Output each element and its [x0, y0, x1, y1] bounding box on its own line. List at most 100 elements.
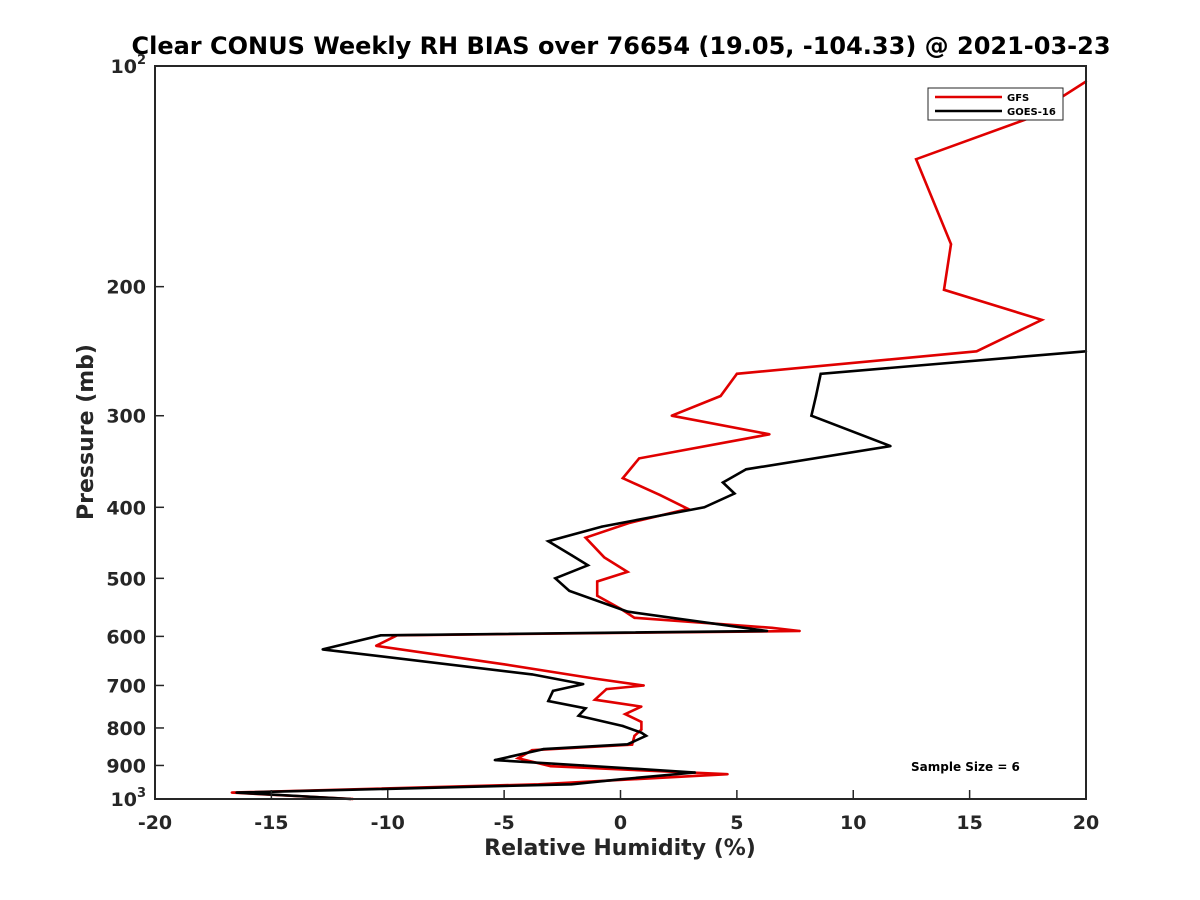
data-point-gfs	[768, 433, 771, 436]
data-point-gfs	[1040, 318, 1044, 322]
data-point-goes-16	[554, 577, 557, 580]
data-point-gfs	[593, 698, 597, 701]
data-point-gfs	[949, 242, 953, 246]
data-point-goes-16	[621, 724, 624, 728]
y-tick-label: 800	[106, 718, 146, 740]
data-point-gfs	[633, 734, 636, 737]
data-point-gfs	[798, 629, 801, 633]
data-point-gfs	[658, 493, 662, 497]
x-axis: -20 -15 -10 -5 0 5 10 15 20	[138, 790, 1099, 834]
data-point-gfs	[726, 773, 729, 776]
y-axis-label: Pressure (mb)	[74, 344, 99, 520]
data-point-gfs	[605, 687, 608, 691]
data-point-goes-16	[582, 682, 585, 686]
data-point-gfs	[735, 372, 739, 375]
data-point-goes-16	[619, 778, 622, 781]
data-point-gfs	[640, 720, 643, 724]
data-point-goes-16	[600, 525, 604, 528]
y-tick-label: 102	[111, 53, 147, 78]
data-point-gfs	[640, 705, 643, 708]
data-point-gfs	[942, 288, 946, 291]
data-point-goes-16	[819, 372, 822, 375]
data-point-goes-16	[493, 758, 496, 762]
x-axis-label: Relative Humidity (%)	[484, 836, 756, 861]
x-tick-label: -10	[371, 812, 405, 834]
data-point-gfs	[603, 556, 606, 559]
data-point-goes-16	[745, 468, 748, 471]
data-point-goes-16	[379, 634, 382, 637]
data-point-goes-16	[570, 554, 573, 557]
x-tick-label: -5	[494, 812, 515, 834]
data-point-goes-16	[703, 506, 706, 509]
x-tick-label: 0	[614, 812, 627, 834]
data-point-goes-16	[568, 589, 571, 592]
data-point-gfs	[516, 757, 520, 760]
data-point-goes-16	[551, 689, 555, 693]
x-tick-label: 20	[1073, 812, 1099, 834]
x-tick-label: 15	[956, 812, 982, 834]
sample-size-annotation: Sample Size = 6	[911, 760, 1020, 774]
x-tick-label: -15	[254, 812, 288, 834]
data-point-goes-16	[810, 414, 813, 417]
data-point-goes-16	[693, 771, 697, 774]
legend-label-gfs: GFS	[1007, 93, 1029, 104]
x-tick-label: 5	[730, 812, 743, 834]
data-point-goes-16	[547, 699, 550, 703]
legend: GFS GOES-16	[927, 87, 1064, 121]
data-point-goes-16	[235, 791, 238, 794]
data-point-goes-16	[644, 734, 648, 737]
data-point-gfs	[549, 765, 552, 768]
data-point-goes-16	[582, 764, 585, 767]
data-point-goes-16	[584, 707, 587, 710]
data-point-gfs	[502, 663, 506, 666]
legend-box	[927, 87, 1064, 121]
y-tick-label: 400	[106, 497, 146, 519]
data-point-gfs	[640, 728, 643, 731]
data-point-goes-16	[640, 731, 643, 734]
y-tick-label: 200	[106, 277, 146, 299]
x-tick-label: -20	[138, 812, 172, 834]
data-point-goes-16	[733, 492, 736, 495]
data-point-goes-16	[626, 743, 629, 746]
data-point-gfs	[593, 677, 597, 680]
y-tick-label: 300	[106, 406, 146, 428]
data-point-goes-16	[570, 783, 573, 786]
data-point-goes-16	[547, 540, 550, 543]
data-point-goes-16	[577, 714, 580, 717]
data-point-gfs	[637, 457, 641, 460]
y-axis: 102 200 300 400 500 600 700 800 900 103	[106, 53, 164, 811]
data-point-gfs	[770, 626, 773, 629]
data-point-gfs	[584, 536, 587, 539]
series-line-goes-16	[236, 350, 1087, 801]
data-point-gfs	[374, 644, 378, 647]
data-point-gfs	[975, 350, 978, 353]
data-point-gfs	[596, 594, 599, 597]
data-point-goes-16	[889, 444, 892, 448]
data-point-gfs	[914, 158, 918, 161]
y-tick-label: 500	[106, 568, 146, 590]
series-line-gfs	[231, 80, 1087, 801]
data-point-gfs	[624, 712, 627, 716]
data-point-gfs	[626, 570, 629, 574]
y-tick-label: 600	[106, 626, 146, 648]
data-point-gfs	[633, 616, 636, 619]
data-point-goes-16	[721, 481, 725, 484]
chart-title: Clear CONUS Weekly RH BIAS over 76654 (1…	[131, 32, 1110, 60]
data-point-gfs	[630, 743, 634, 746]
data-point-gfs	[670, 414, 673, 417]
data-point-goes-16	[530, 673, 534, 676]
x-tick-label: 10	[840, 812, 866, 834]
data-point-goes-16	[542, 747, 545, 751]
data-point-goes-16	[626, 610, 629, 613]
data-point-gfs	[621, 477, 624, 480]
data-point-goes-16	[765, 629, 769, 633]
data-point-goes-16	[321, 648, 324, 651]
data-point-gfs	[596, 580, 599, 583]
data-point-gfs	[230, 791, 233, 794]
y-tick-label: 900	[106, 755, 146, 777]
legend-label-goes-16: GOES-16	[1007, 107, 1056, 118]
series-layer	[230, 80, 1088, 801]
y-tick-label: 700	[106, 675, 146, 697]
data-point-gfs	[719, 394, 722, 398]
